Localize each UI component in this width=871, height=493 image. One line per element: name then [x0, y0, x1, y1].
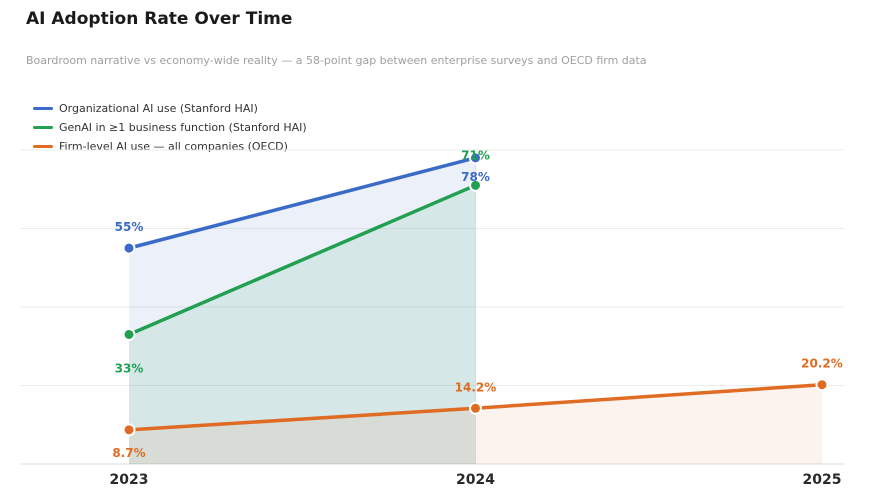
series-line-genai	[127, 183, 478, 337]
data-label-genai-2024: 71%	[461, 148, 490, 162]
data-label-oecd-2023: 8.7%	[112, 446, 145, 460]
x-tick-label-2025: 2025	[803, 472, 842, 488]
legend-label-genai: GenAI in ≥1 business function (Stanford …	[59, 121, 307, 134]
data-point-org-ai-2023	[122, 241, 136, 255]
chart-title: AI Adoption Rate Over Time	[26, 9, 293, 29]
x-tick-label-2024: 2024	[456, 472, 495, 488]
area-fill-genai	[129, 185, 476, 464]
data-point-oecd-2024	[469, 401, 482, 415]
data-label-genai-2023: 33%	[115, 361, 144, 375]
legend-swatch-org-ai	[33, 107, 53, 110]
data-point-genai-2024	[469, 178, 482, 192]
data-label-oecd-2024: 14.2%	[455, 380, 497, 394]
data-point-oecd-2025	[815, 378, 829, 392]
x-tick-label-2023: 2023	[110, 472, 149, 488]
chart-subtitle: Boardroom narrative vs economy-wide real…	[26, 54, 647, 67]
legend-item-genai[interactable]: GenAI in ≥1 business function (Stanford …	[33, 118, 307, 137]
data-label-org-ai-2024: 78%	[461, 170, 490, 184]
legend-item-org-ai[interactable]: Organizational AI use (Stanford HAI)	[33, 99, 307, 118]
data-label-org-ai-2023: 55%	[115, 220, 144, 234]
legend-swatch-oecd	[33, 145, 53, 148]
area-fill-org-ai	[129, 157, 476, 464]
legend-label-org-ai: Organizational AI use (Stanford HAI)	[59, 102, 258, 115]
data-point-oecd-2023	[122, 423, 136, 437]
data-point-org-ai-2024	[469, 151, 482, 165]
data-label-oecd-2025: 20.2%	[801, 357, 843, 371]
data-point-genai-2023	[122, 327, 136, 341]
legend-swatch-genai	[33, 126, 53, 129]
series-line-org-ai	[127, 156, 478, 250]
